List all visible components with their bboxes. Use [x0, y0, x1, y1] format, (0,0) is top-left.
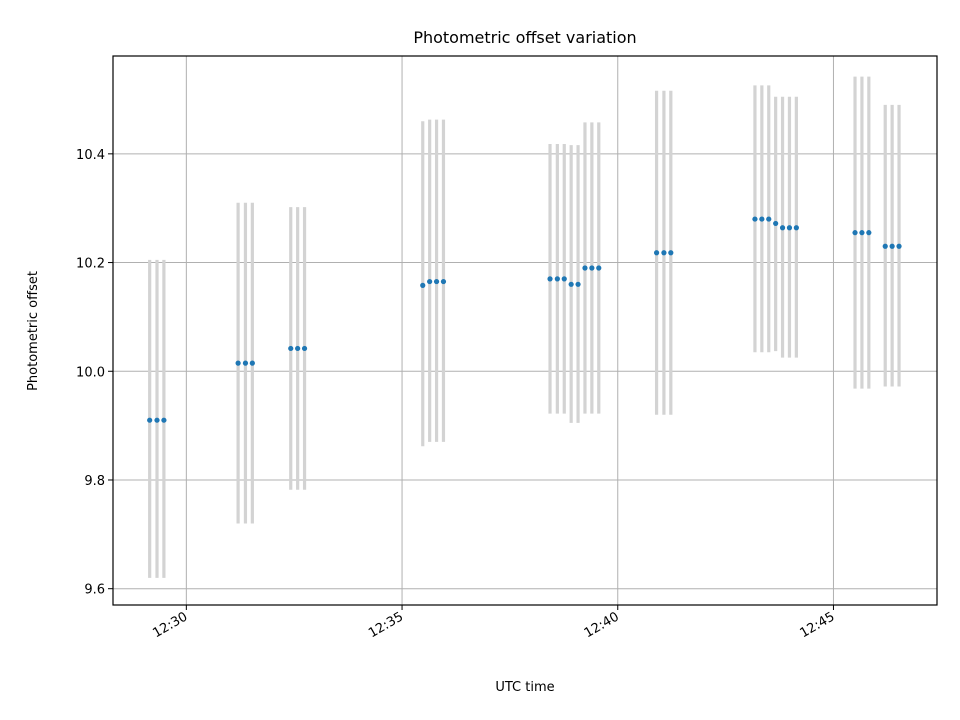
data-point: [433, 278, 440, 285]
data-point: [575, 281, 581, 287]
data-point: [147, 417, 153, 423]
data-point: [295, 345, 301, 352]
data-point: [793, 225, 799, 231]
data-point: [896, 243, 902, 249]
data-point: [889, 243, 895, 249]
y-tick-label: 9.6: [84, 583, 105, 598]
data-point: [420, 282, 426, 288]
data-point: [596, 265, 602, 271]
data-point: [554, 276, 560, 282]
data-point: [301, 345, 308, 352]
data-point: [773, 220, 779, 227]
data-points: [147, 216, 902, 423]
data-point: [859, 230, 865, 236]
data-point: [866, 230, 872, 236]
data-point: [235, 360, 241, 366]
error-bars: [148, 76, 901, 578]
data-point: [786, 225, 793, 231]
data-point: [249, 360, 255, 366]
y-tick-label: 10.4: [76, 148, 105, 163]
axis-ticks: 12:30 12:35 12:40 12:45 9.6 9.8 10.0 10.2 10.4: [76, 148, 837, 641]
data-point: [547, 276, 553, 282]
data-point: [440, 278, 447, 285]
grid-lines: [113, 56, 937, 605]
y-tick-label: 9.8: [84, 474, 105, 489]
x-tick-label: 12:40: [582, 609, 622, 641]
data-point: [661, 250, 667, 256]
data-point: [752, 216, 758, 222]
x-tick-label: 12:35: [366, 609, 406, 641]
data-point: [568, 281, 574, 287]
plot-frame: [112, 55, 938, 606]
data-point: [589, 265, 595, 271]
data-point: [242, 360, 249, 366]
data-point: [852, 230, 858, 236]
x-tick-label: 12:30: [150, 609, 190, 641]
chart-title: Photometric offset variation: [413, 28, 636, 47]
data-point: [653, 250, 660, 256]
data-point: [427, 278, 433, 285]
data-point: [582, 265, 588, 271]
y-tick-label: 10.2: [76, 257, 105, 272]
data-point: [766, 216, 772, 222]
y-axis-label: Photometric offset: [26, 271, 41, 391]
data-point: [154, 417, 160, 423]
data-point: [759, 216, 765, 222]
y-tick-label: 10.0: [76, 365, 105, 380]
data-point: [161, 417, 167, 423]
x-axis-label: UTC time: [495, 680, 554, 695]
data-point: [561, 276, 567, 282]
data-point: [882, 243, 888, 249]
data-point: [779, 225, 786, 231]
data-point: [288, 345, 294, 352]
x-tick-label: 12:45: [798, 609, 838, 641]
data-point: [668, 250, 674, 256]
